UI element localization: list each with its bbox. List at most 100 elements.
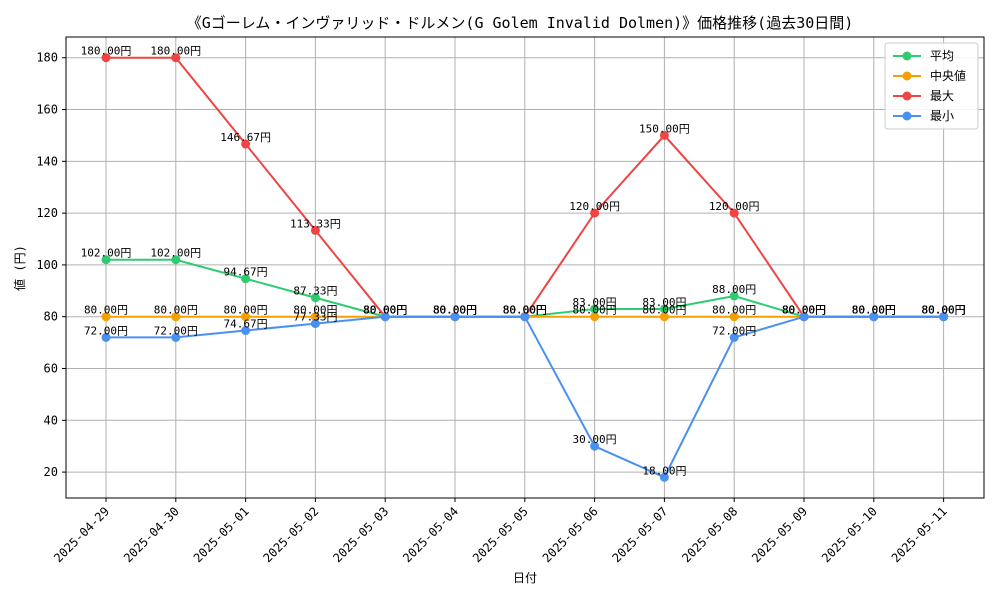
legend-label: 平均: [930, 49, 954, 63]
data-label: 72.00円: [154, 324, 198, 337]
data-label: 94.67円: [224, 266, 268, 279]
data-point: [310, 312, 320, 322]
data-point: [101, 255, 111, 265]
data-label: 80.00円: [433, 304, 477, 317]
data-label: 180.00円: [81, 45, 132, 58]
data-point: [659, 312, 669, 322]
data-point: [171, 332, 181, 342]
data-label: 80.00円: [363, 304, 407, 317]
x-tick-label: 2025-05-01: [191, 504, 252, 565]
data-label: 80.00円: [293, 304, 337, 317]
data-label: 120.00円: [569, 200, 620, 213]
data-point: [171, 53, 181, 63]
x-axis-ticks: 2025-04-29 2025-04-30 2025-05-01 2025-05-02…: [51, 498, 950, 565]
data-point: [310, 293, 320, 303]
data-point: [590, 208, 600, 218]
data-label: 80.00円: [782, 304, 826, 317]
data-label: 80.00円: [154, 304, 198, 317]
data-point: [799, 312, 809, 322]
legend-marker: [902, 51, 912, 61]
data-label: 102.00円: [81, 247, 132, 260]
series-layer: [101, 53, 949, 482]
data-label: 80.00円: [433, 304, 477, 317]
y-tick-label: 180: [36, 51, 58, 65]
data-label: 80.00円: [433, 304, 477, 317]
data-label: 80.00円: [922, 304, 966, 317]
data-label: 74.67円: [224, 318, 268, 331]
data-point: [241, 139, 251, 149]
x-tick-label: 2025-04-29: [51, 504, 112, 565]
data-point: [101, 332, 111, 342]
y-tick-label: 120: [36, 206, 58, 220]
y-tick-label: 100: [36, 258, 58, 272]
x-tick-label: 2025-05-09: [749, 504, 810, 565]
data-point: [939, 312, 949, 322]
data-point: [241, 326, 251, 336]
x-axis-label: 日付: [513, 571, 537, 585]
data-label: 80.00円: [573, 304, 617, 317]
x-tick-label: 2025-05-03: [330, 504, 391, 565]
data-point: [590, 312, 600, 322]
data-label: 80.00円: [224, 304, 268, 317]
legend-label: 最小: [930, 109, 954, 123]
data-label: 80.00円: [503, 304, 547, 317]
data-label: 80.00円: [433, 304, 477, 317]
data-point: [729, 291, 739, 301]
data-point: [241, 274, 251, 284]
x-tick-label: 2025-05-07: [610, 504, 671, 565]
data-label: 77.33円: [293, 311, 337, 324]
y-tick-label: 60: [44, 362, 58, 376]
y-axis-label: 値 (円): [12, 245, 27, 291]
data-point: [450, 312, 460, 322]
x-tick-label: 2025-05-06: [540, 504, 601, 565]
data-point: [729, 332, 739, 342]
data-label: 80.00円: [503, 304, 547, 317]
data-label: 80.00円: [922, 304, 966, 317]
data-label: 80.00円: [782, 304, 826, 317]
x-tick-label: 2025-05-02: [261, 504, 322, 565]
data-label: 72.00円: [712, 324, 756, 337]
data-point: [869, 312, 879, 322]
data-label: 146.67円: [220, 131, 271, 144]
y-tick-label: 20: [44, 465, 58, 479]
x-tick-label: 2025-05-04: [400, 504, 461, 565]
data-label: 83.00円: [642, 296, 686, 309]
data-label: 80.00円: [852, 304, 896, 317]
data-label: 102.00円: [150, 247, 201, 260]
data-label: 180.00円: [150, 45, 201, 58]
data-label: 18.00円: [642, 464, 686, 477]
data-label: 80.00円: [922, 304, 966, 317]
data-point: [171, 312, 181, 322]
y-tick-label: 40: [44, 413, 58, 427]
data-label: 80.00円: [782, 304, 826, 317]
data-label: 80.00円: [712, 304, 756, 317]
data-label: 80.00円: [503, 304, 547, 317]
data-point: [241, 312, 251, 322]
y-tick-label: 140: [36, 154, 58, 168]
data-point: [590, 304, 600, 314]
data-point: [659, 304, 669, 314]
data-label: 88.00円: [712, 283, 756, 296]
data-label: 80.00円: [363, 304, 407, 317]
data-point: [729, 208, 739, 218]
data-point: [380, 312, 390, 322]
x-tick-label: 2025-04-30: [121, 504, 182, 565]
data-label: 87.33円: [293, 285, 337, 298]
data-point: [310, 319, 320, 329]
data-label: 80.00円: [782, 304, 826, 317]
data-label: 150.00円: [639, 122, 690, 135]
data-label: 80.00円: [852, 304, 896, 317]
data-point: [101, 53, 111, 63]
legend-marker: [902, 111, 912, 121]
x-tick-label: 2025-05-05: [470, 504, 531, 565]
data-point: [101, 312, 111, 322]
data-point: [590, 441, 600, 451]
data-labels: 102.00円 102.00円 94.67円 87.33円 80.00円 80.00円 80…: [81, 45, 966, 478]
data-label: 80.00円: [363, 304, 407, 317]
data-label: 80.00円: [642, 304, 686, 317]
data-label: 72.00円: [84, 324, 128, 337]
data-label: 80.00円: [503, 304, 547, 317]
legend-box: [884, 42, 979, 130]
